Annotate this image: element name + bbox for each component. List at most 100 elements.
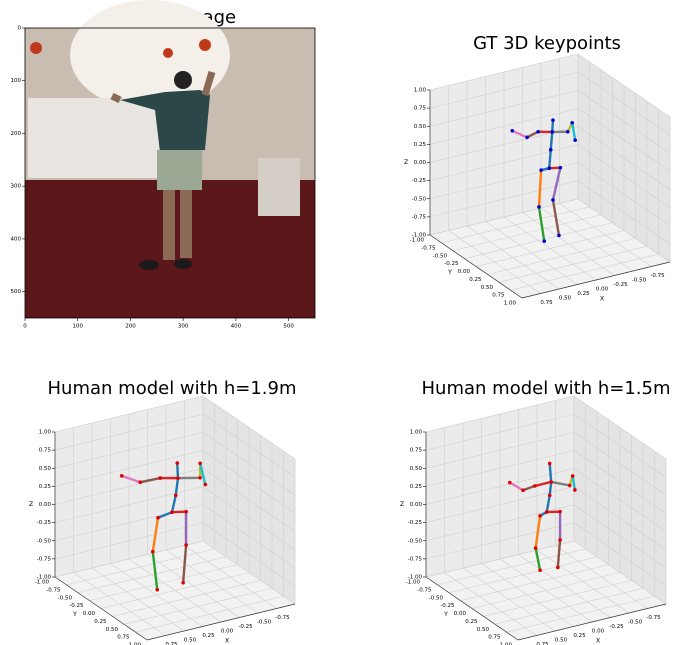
joint [549, 480, 553, 484]
x-tick-label: 0.50 [555, 638, 568, 644]
joint [525, 136, 529, 140]
z-tick-label: 0.75 [414, 106, 427, 112]
x-tick-label: 0.00 [221, 629, 234, 635]
joint [551, 198, 555, 202]
x-tick-label: 0.50 [184, 638, 197, 644]
joint [538, 514, 542, 518]
joint [508, 481, 512, 485]
y-tick-label: 0.50 [481, 285, 494, 291]
z-tick-label: -0.75 [37, 556, 52, 562]
z-tick-label: 1.00 [39, 430, 52, 436]
z-tick-label: -1.00 [408, 575, 423, 581]
joint [545, 510, 549, 514]
y-tick-label: 0.50 [477, 627, 490, 633]
y-tick-label: -0.25 [69, 603, 84, 609]
y-tick-label: 0.75 [492, 293, 505, 299]
joint [558, 510, 562, 514]
x-tick-label: 0 [23, 324, 27, 330]
joint [536, 130, 540, 134]
x-tick-label: 0.75 [540, 300, 553, 306]
y-tick-label: -0.75 [46, 587, 61, 593]
bone [177, 463, 178, 478]
joint [174, 494, 178, 498]
y-tick-label: 0.25 [465, 619, 478, 625]
y-tick-label: -0.25 [440, 603, 455, 609]
y-tick-label: -0.75 [421, 245, 436, 251]
joint [538, 568, 542, 572]
joint [556, 566, 560, 570]
joint [198, 476, 202, 480]
x-tick-label: -0.50 [632, 278, 647, 284]
y-tick-label: 0.00 [454, 611, 467, 617]
y-tick-label: 300 [11, 184, 22, 190]
y-tick-label: 0.25 [94, 619, 107, 625]
x-tick-label: 0.25 [202, 633, 215, 639]
z-tick-label: -0.25 [412, 178, 427, 184]
joint [521, 488, 525, 492]
photo [25, 0, 315, 318]
joint [570, 121, 574, 125]
z-tick-label: 0.50 [410, 466, 423, 472]
joint [181, 581, 185, 585]
joint [120, 474, 124, 478]
panel-title: Human model with h=1.5m [422, 378, 671, 399]
y-tick-label: 0.50 [106, 627, 119, 633]
y-tick-label: -0.50 [433, 253, 448, 259]
joint [158, 476, 162, 480]
x-tick-label: 400 [231, 324, 242, 330]
joint [184, 510, 188, 514]
z-axis-label: Z [400, 501, 404, 508]
joint [510, 129, 514, 133]
z-tick-label: -0.25 [37, 520, 52, 526]
z-tick-label: -0.50 [412, 196, 427, 202]
panel-title: GT 3D keypoints [473, 33, 621, 54]
z-tick-label: 0.25 [410, 484, 423, 490]
joint [175, 461, 179, 465]
joint [198, 462, 202, 466]
y-tick-label: 0.25 [469, 277, 482, 283]
y-tick-label: 0.00 [458, 269, 471, 275]
bone [551, 132, 552, 150]
x-tick-label: 300 [178, 324, 189, 330]
joint [566, 130, 570, 134]
figure: Original image GT 3D keypoints Human mod… [0, 0, 678, 645]
bone [172, 512, 186, 513]
z-tick-label: 0.50 [39, 466, 52, 472]
joint [550, 130, 554, 134]
joint [558, 538, 562, 542]
z-tick-label: 0.00 [410, 502, 423, 508]
x-tick-label: 0.25 [573, 633, 586, 639]
y-tick-label: 500 [11, 289, 22, 295]
x-tick-label: 0.00 [596, 287, 609, 293]
z-tick-label: 0.00 [39, 502, 52, 508]
y-tick-label: -0.50 [58, 595, 73, 601]
x-tick-label: 0.00 [592, 629, 605, 635]
x-tick-label: -0.25 [609, 624, 624, 630]
z-tick-label: 0.75 [410, 448, 423, 454]
z-tick-label: -0.50 [408, 538, 423, 544]
x-tick-label: 500 [283, 324, 294, 330]
joint [138, 480, 142, 484]
joint [542, 239, 546, 243]
joint [534, 546, 538, 550]
x-tick-label: -0.75 [646, 615, 661, 621]
y-axis-label: Y [72, 611, 77, 618]
z-tick-label: -0.50 [37, 538, 52, 544]
joint [557, 234, 561, 238]
y-tick-label: -0.25 [444, 261, 459, 267]
bone [549, 150, 550, 168]
joint [151, 550, 155, 554]
joint [573, 138, 577, 142]
x-tick-label: -0.50 [257, 620, 272, 626]
x-axis-label: X [600, 296, 604, 303]
joint [547, 166, 551, 170]
z-tick-label: 0.50 [414, 124, 427, 130]
joint [549, 148, 553, 152]
joint [170, 510, 174, 514]
z-axis-label: Z [404, 159, 408, 166]
joint [537, 205, 541, 209]
z-tick-label: 0.00 [414, 160, 427, 166]
joint [573, 488, 577, 492]
bone [550, 482, 551, 495]
z-tick-label: -0.75 [408, 556, 423, 562]
